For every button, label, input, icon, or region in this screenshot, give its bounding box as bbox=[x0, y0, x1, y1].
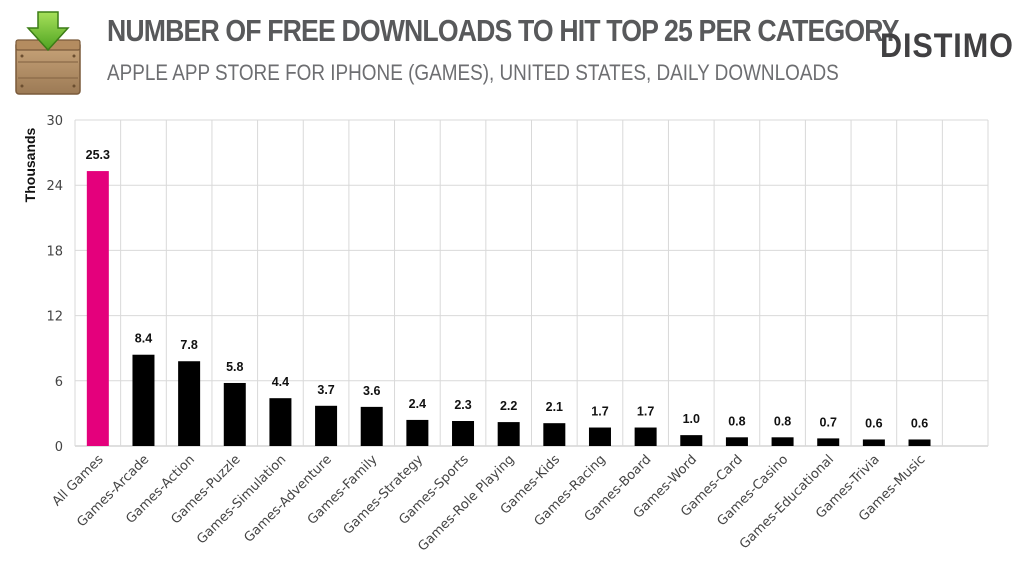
value-label: 2.4 bbox=[409, 397, 426, 411]
value-label: 0.8 bbox=[774, 414, 791, 428]
value-label: 5.8 bbox=[226, 360, 243, 374]
y-axis-label: Thousands bbox=[22, 127, 38, 202]
bar-games-casino bbox=[771, 437, 794, 446]
chart-header: NUMBER OF FREE DOWNLOADS TO HIT TOP 25 P… bbox=[0, 0, 1031, 110]
bar-games-action bbox=[178, 361, 201, 446]
bars bbox=[86, 171, 931, 446]
y-axis-ticks: 0 6 12 18 24 30 bbox=[46, 114, 63, 455]
chart-title: NUMBER OF FREE DOWNLOADS TO HIT TOP 25 P… bbox=[107, 13, 899, 48]
bar-games-strategy bbox=[406, 419, 429, 446]
value-label: 1.0 bbox=[683, 412, 700, 426]
x-category-label: Games-Strategy bbox=[341, 452, 427, 538]
value-label: 4.4 bbox=[272, 375, 289, 389]
y-tick-label: 0 bbox=[55, 440, 63, 455]
value-labels: 25.3 8.4 7.8 5.8 4.4 3.7 3.6 2.4 2.3 2.2 2.1 1.7 1.7… bbox=[86, 148, 929, 430]
chart-grid bbox=[74, 119, 989, 447]
bar-games-trivia bbox=[862, 439, 885, 446]
bar-games-arcade bbox=[132, 354, 155, 446]
value-label: 0.6 bbox=[865, 416, 882, 430]
x-axis-categories: All GamesGames-ArcadeGames-ActionGames-P… bbox=[50, 452, 929, 554]
bar-games-kids bbox=[543, 423, 566, 446]
bar-games-family bbox=[360, 406, 383, 446]
bar-games-board bbox=[634, 427, 657, 446]
value-label: 2.2 bbox=[500, 399, 517, 413]
y-tick-label: 30 bbox=[46, 114, 63, 129]
value-label: 7.8 bbox=[180, 338, 197, 352]
value-label: 0.6 bbox=[911, 416, 928, 430]
bar-games-role-playing bbox=[497, 422, 520, 446]
value-label: 2.1 bbox=[546, 400, 563, 414]
value-label: 2.3 bbox=[454, 398, 471, 412]
value-label: 1.7 bbox=[591, 405, 608, 419]
value-label: 3.6 bbox=[363, 384, 380, 398]
chart-subtitle: APPLE APP STORE FOR IPHONE (GAMES), UNIT… bbox=[107, 60, 839, 85]
brand-logo: DISTIMO bbox=[880, 27, 1014, 65]
x-category-label: Games-Simulation bbox=[194, 452, 289, 547]
x-category-label: Games-Adventure bbox=[241, 452, 334, 545]
bar-games-racing bbox=[588, 427, 611, 446]
value-label: 0.7 bbox=[820, 415, 837, 429]
bar-all-games bbox=[86, 171, 109, 446]
bar-games-music bbox=[908, 439, 931, 446]
bar-games-adventure bbox=[315, 405, 338, 446]
download-crate-icon bbox=[15, 11, 81, 95]
y-tick-label: 6 bbox=[55, 375, 63, 390]
y-tick-label: 18 bbox=[46, 244, 63, 259]
value-label: 1.7 bbox=[637, 405, 654, 419]
value-label: 0.8 bbox=[728, 414, 745, 428]
bar-games-simulation bbox=[269, 398, 292, 446]
bar-games-educational bbox=[817, 438, 840, 446]
value-label: 25.3 bbox=[86, 148, 110, 162]
bar-games-sports bbox=[452, 421, 475, 446]
value-label: 8.4 bbox=[135, 332, 152, 346]
bar-games-puzzle bbox=[223, 382, 246, 446]
bar-games-word bbox=[680, 435, 703, 446]
bar-games-card bbox=[725, 437, 748, 446]
y-tick-label: 12 bbox=[46, 310, 63, 325]
y-tick-label: 24 bbox=[46, 179, 63, 194]
value-label: 3.7 bbox=[317, 383, 334, 397]
